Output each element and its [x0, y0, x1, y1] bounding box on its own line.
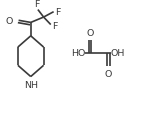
Text: OH: OH [111, 49, 125, 58]
Text: F: F [34, 0, 39, 9]
Text: O: O [86, 29, 94, 38]
Text: F: F [55, 8, 60, 17]
Text: O: O [105, 69, 112, 78]
Text: O: O [5, 17, 13, 26]
Text: HO: HO [71, 49, 85, 58]
Text: NH: NH [24, 81, 38, 89]
Text: F: F [52, 21, 58, 30]
